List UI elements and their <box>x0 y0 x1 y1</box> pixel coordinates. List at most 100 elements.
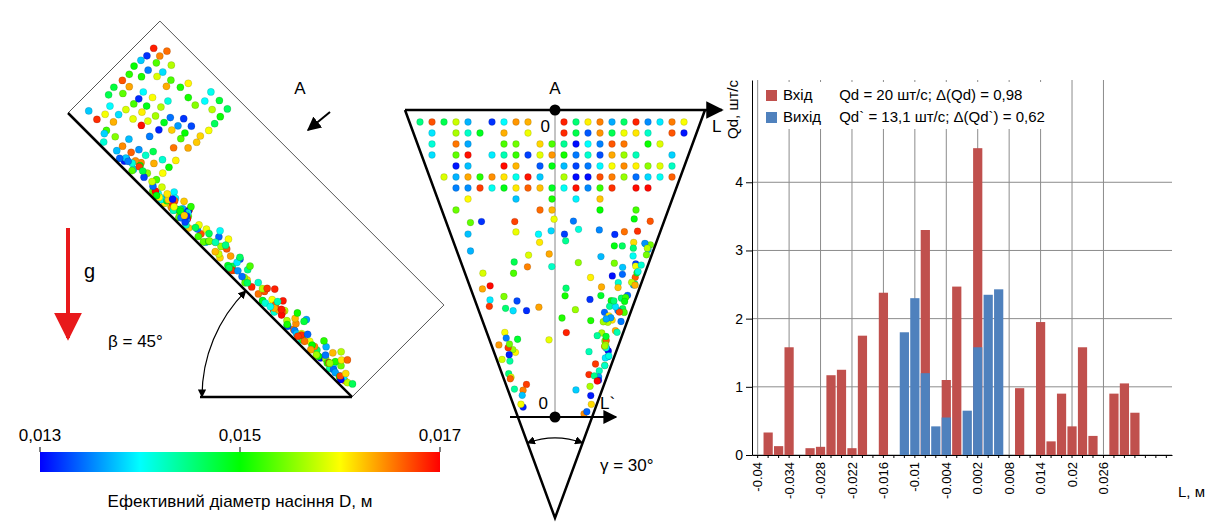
y-tick-label: 2 <box>735 311 743 327</box>
seed <box>453 152 460 159</box>
seed <box>633 185 640 192</box>
seed <box>192 224 199 231</box>
seed <box>633 207 640 214</box>
seed <box>465 231 472 238</box>
seed <box>163 83 170 90</box>
seed <box>518 401 525 408</box>
legend-label: Вхід <box>783 86 813 103</box>
x-tick: 0.002 <box>970 455 985 495</box>
x-tick-mark <box>967 455 968 458</box>
seed <box>645 163 652 170</box>
seed <box>573 185 580 192</box>
bar <box>1162 455 1171 456</box>
seed <box>597 119 604 126</box>
seed <box>329 349 336 356</box>
seed <box>633 152 640 159</box>
x-tick-mark <box>1092 455 1093 458</box>
bar <box>858 455 867 456</box>
bar <box>1015 455 1024 456</box>
grid-line-x <box>1072 80 1073 455</box>
seed <box>513 163 520 170</box>
x-tick-mark <box>1009 455 1010 458</box>
grid-line-y <box>752 318 1172 319</box>
seed <box>501 185 508 192</box>
seed <box>501 141 508 148</box>
bar <box>1162 455 1171 456</box>
seed <box>453 185 460 192</box>
seed <box>271 286 278 293</box>
grid-line-y <box>752 182 1172 183</box>
seed <box>429 152 436 159</box>
bar <box>847 455 856 456</box>
seed <box>609 141 616 148</box>
seed <box>160 119 167 126</box>
x-tick <box>778 455 779 458</box>
seed <box>619 264 626 271</box>
seed <box>633 163 640 170</box>
seed <box>597 207 604 214</box>
seed <box>197 132 204 139</box>
bar <box>837 455 846 456</box>
colorbar-title: Ефективний діаметр насіння D, м <box>108 492 373 511</box>
seed <box>294 309 301 316</box>
seed <box>561 130 568 137</box>
seed <box>150 45 157 52</box>
seed <box>549 196 556 203</box>
seed <box>645 174 652 181</box>
seed <box>180 115 187 122</box>
seed <box>609 273 616 280</box>
bottom-origin-dot <box>550 412 561 423</box>
bar <box>1130 455 1139 456</box>
x-tick-mark <box>1166 455 1167 458</box>
colorbar-tick <box>40 447 41 452</box>
x-tick: -0.034 <box>782 455 797 499</box>
seed <box>125 136 132 143</box>
histogram: 01234-0.04-0.034-0.028-0.022-0.016-0.01-… <box>724 80 1205 500</box>
bar-series <box>764 148 1140 455</box>
x-tick <box>1061 455 1062 458</box>
bar-series <box>900 289 1004 455</box>
bar <box>837 370 846 455</box>
seed <box>174 122 181 129</box>
seed <box>594 378 601 385</box>
x-tick-label: -0.022 <box>845 462 860 499</box>
seed <box>180 198 187 205</box>
bar <box>963 411 972 455</box>
x-tick-label: 0.014 <box>1033 462 1048 495</box>
seed <box>551 216 558 223</box>
seed <box>597 185 604 192</box>
seed <box>609 152 616 159</box>
seed <box>597 196 604 203</box>
seed <box>657 163 664 170</box>
bar <box>1099 455 1108 456</box>
seed <box>573 196 580 203</box>
bar <box>774 446 783 455</box>
ground-line <box>200 396 352 399</box>
seed <box>205 127 212 134</box>
seed <box>549 163 556 170</box>
seed <box>614 329 621 336</box>
seed <box>129 115 136 122</box>
x-tick-mark <box>1072 455 1073 458</box>
x-tick-mark <box>946 455 947 458</box>
seed <box>453 130 460 137</box>
seed <box>246 263 253 270</box>
seed <box>157 103 164 110</box>
seed <box>561 163 568 170</box>
seed <box>93 116 100 123</box>
seed <box>155 126 162 133</box>
seed <box>561 141 568 148</box>
x-tick-mark <box>1113 455 1114 458</box>
seed <box>585 163 592 170</box>
bottom-axis-label: L` <box>600 394 615 413</box>
seed <box>453 174 460 181</box>
seed <box>549 185 556 192</box>
bar <box>1141 455 1150 456</box>
seed <box>441 119 448 126</box>
seed <box>487 282 494 289</box>
seed <box>338 348 345 355</box>
grid-line-x <box>1103 80 1104 455</box>
x-tick: -0.004 <box>939 455 954 499</box>
seed <box>630 245 637 252</box>
seed <box>548 263 555 270</box>
